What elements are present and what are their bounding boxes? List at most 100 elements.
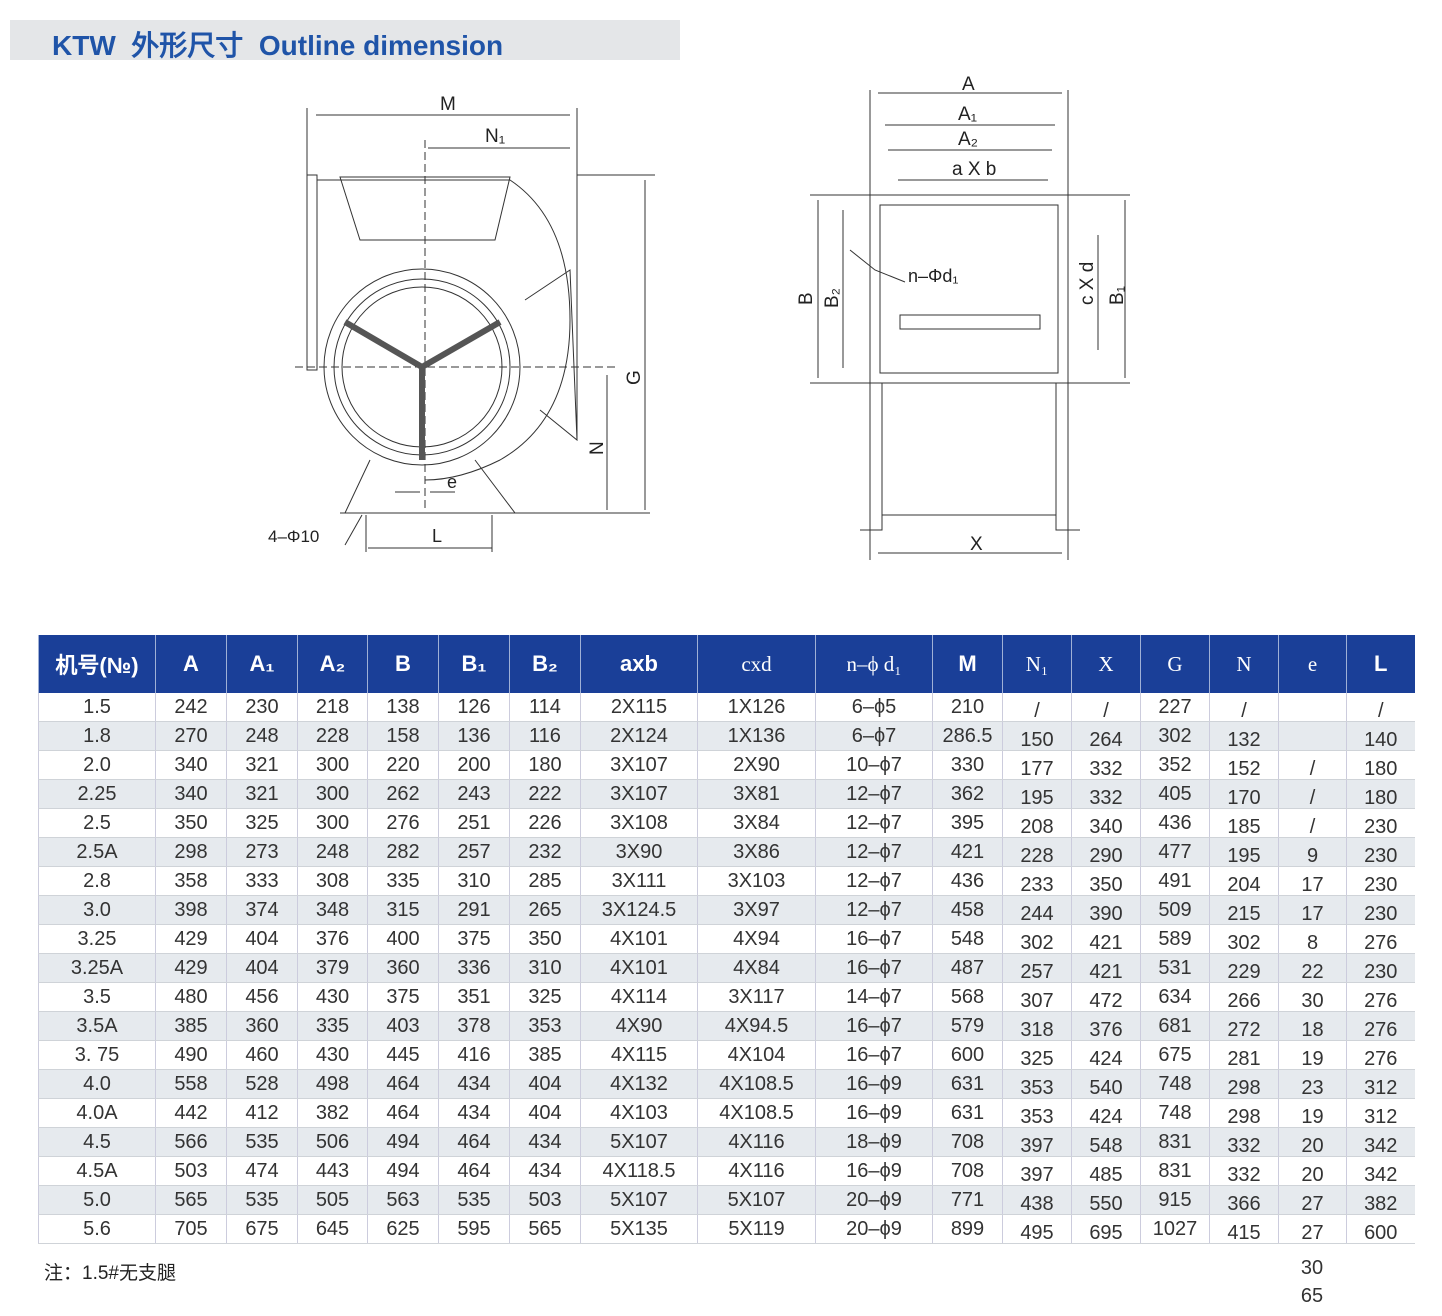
table-cell: 276 (1346, 982, 1415, 1012)
table-cell: 535 (226, 1185, 298, 1215)
table-cell: 300 (297, 779, 368, 809)
table-cell: 5X119 (697, 1214, 816, 1244)
table-cell (1278, 721, 1347, 751)
table-cell: 4.5A (38, 1156, 156, 1186)
table-row: 5.0 565 535 505 563 535 503 5X107 5X107 20–ϕ9 771 4… (38, 1185, 1415, 1215)
fan-side-view: M N₁ G N e L 4–Φ10 (268, 94, 655, 552)
table-cell: / (1209, 693, 1279, 722)
table-cell: / (1278, 779, 1347, 809)
table-cell: 4X116 (697, 1127, 816, 1157)
table-cell: 185 (1209, 808, 1279, 838)
table-cell: 631 (932, 1069, 1003, 1099)
table-cell: 332 (1071, 750, 1141, 780)
table-cell: 3X117 (697, 982, 816, 1012)
label-A1: A₁ (958, 104, 977, 125)
label-N1: N₁ (485, 126, 505, 147)
label-A: A (962, 74, 975, 95)
table-cell: 318 (1002, 1011, 1072, 1041)
table-cell: 321 (226, 750, 298, 780)
table-cell: 218 (297, 693, 368, 722)
table-cell: 487 (932, 953, 1003, 983)
table-cell: 270 (155, 721, 227, 751)
table-cell: 116 (509, 721, 581, 751)
table-cell: 600 (1346, 1214, 1415, 1244)
table-cell: 531 (1140, 953, 1210, 983)
table-cell: 3X97 (697, 895, 816, 925)
table-cell: 4X101 (580, 953, 698, 983)
column-header: n–ϕ d₁ (815, 635, 933, 693)
table-cell: 464 (367, 1098, 439, 1128)
table-cell: 589 (1140, 924, 1210, 954)
table-cell: 126 (438, 693, 510, 722)
table-cell: 177 (1002, 750, 1072, 780)
table-cell: 30 (1278, 982, 1347, 1012)
table-cell: 3X124.5 (580, 895, 698, 925)
table-cell: 132 (1209, 721, 1279, 751)
table-cell: 342 (1346, 1156, 1415, 1186)
label-M: M (440, 94, 456, 115)
table-cell: 298 (1209, 1098, 1279, 1128)
table-cell: 485 (1071, 1156, 1141, 1186)
table-cell: 16–ϕ9 (815, 1069, 933, 1099)
table-cell: 3X90 (580, 837, 698, 867)
table-cell: 12–ϕ7 (815, 808, 933, 838)
table-cell: 480 (155, 982, 227, 1012)
table-cell: 2.25 (38, 779, 156, 809)
table-cell: 276 (367, 808, 439, 838)
label-n-d1: n–Φd₁ (908, 266, 958, 286)
table-cell: 494 (367, 1127, 439, 1157)
table-cell: 434 (438, 1098, 510, 1128)
table-cell: 20 (1278, 1127, 1347, 1157)
table-cell: 16–ϕ7 (815, 953, 933, 983)
table-cell: 548 (1071, 1127, 1141, 1157)
table-cell: 498 (297, 1069, 368, 1099)
table-cell: 10–ϕ7 (815, 750, 933, 780)
table-cell: 2X115 (580, 693, 698, 722)
table-cell: 4X103 (580, 1098, 698, 1128)
table-cell: 12–ϕ7 (815, 895, 933, 925)
table-row: 4.0A 442 412 382 464 434 404 4X103 4X108.5 16–ϕ9 6… (38, 1098, 1415, 1128)
label-L: L (432, 526, 442, 546)
table-cell: 340 (1071, 808, 1141, 838)
table-cell: 27 (1278, 1214, 1347, 1244)
table-cell: 325 (226, 808, 298, 838)
table-cell: 477 (1140, 837, 1210, 867)
table-cell: 675 (226, 1214, 298, 1244)
table-cell: 565 (155, 1185, 227, 1215)
table-cell: 472 (1071, 982, 1141, 1012)
table-cell: 464 (438, 1127, 510, 1157)
table-cell: 2.0 (38, 750, 156, 780)
table-cell: 17 (1278, 895, 1347, 925)
table-cell: 429 (155, 924, 227, 954)
table-cell: 325 (509, 982, 581, 1012)
table-cell: 436 (1140, 808, 1210, 838)
table-cell: 548 (932, 924, 1003, 954)
column-header: e (1278, 635, 1347, 693)
table-cell: 395 (932, 808, 1003, 838)
table-cell: 494 (367, 1156, 439, 1186)
table-cell: 335 (297, 1011, 368, 1041)
table-cell: 290 (1071, 837, 1141, 867)
table-cell: 4.0 (38, 1069, 156, 1099)
table-cell: 302 (1209, 924, 1279, 954)
table-cell: 708 (932, 1127, 1003, 1157)
table-cell: 312 (1346, 1098, 1415, 1128)
table-cell: 645 (297, 1214, 368, 1244)
table-cell: 458 (932, 895, 1003, 925)
table-cell: 16–ϕ7 (815, 1011, 933, 1041)
label-holes: 4–Φ10 (268, 527, 319, 546)
table-cell: 340 (155, 750, 227, 780)
table-cell: 8 (1278, 924, 1347, 954)
table-cell: 464 (438, 1156, 510, 1186)
table-cell: 276 (1346, 924, 1415, 954)
table-row: 1.8 270 248 228 158 136 116 2X124 1X136 6–ϕ7 286.5… (38, 721, 1415, 751)
table-cell: 150 (1002, 721, 1072, 751)
table-cell: 351 (438, 982, 510, 1012)
table-cell: 385 (509, 1040, 581, 1070)
label-A2: A₂ (958, 129, 978, 150)
table-cell: 307 (1002, 982, 1072, 1012)
table-row: 2.0 340 321 300 220 200 180 3X107 2X90 10–ϕ7 330 17… (38, 750, 1415, 780)
footnote: 注：1.5#无支腿 (44, 1263, 176, 1284)
table-cell: 286.5 (932, 721, 1003, 751)
table-cell: 265 (509, 895, 581, 925)
